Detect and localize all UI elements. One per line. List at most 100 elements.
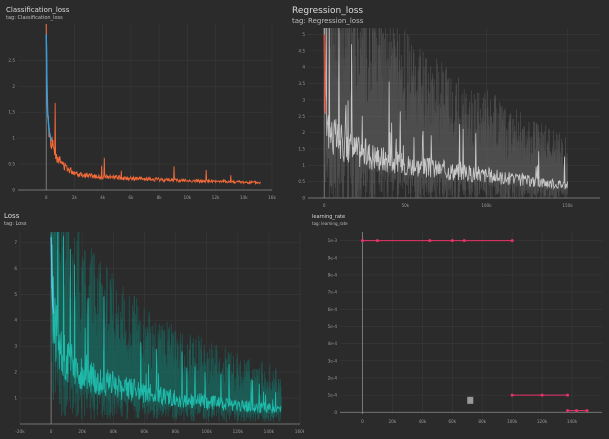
x-tick-label: 20k (389, 419, 397, 424)
data-point (450, 239, 454, 243)
x-tick-label: 100k (507, 419, 518, 424)
x-tick-label: 40k (418, 419, 426, 424)
y-tick-label: 2 (14, 370, 17, 375)
x-tick-label: 160k (295, 429, 304, 434)
x-tick-label: 100k (481, 203, 492, 208)
y-tick-label: 1 (302, 163, 305, 168)
series-raw-band (323, 27, 568, 199)
y-tick-label: 2 (302, 130, 305, 135)
y-tick-label: 1.5 (298, 146, 305, 151)
y-tick-label: 3.5 (298, 81, 305, 86)
data-point (428, 239, 432, 243)
y-tick-label: 1e-4 (328, 393, 338, 398)
chart-svg: -20k 0 20k 40k 60k 80k 100k 120k 140k 160k 1 2 3 4 5 6 7 (14, 231, 304, 434)
x-tick-label: 20k (78, 429, 86, 434)
chart-svg: 0 20k 40k 60k 80k 100k 120k 140k 0 1e-4 2e-4 3e-4 4e… (328, 232, 602, 424)
chart-panel-classification-loss: Classification_loss tag: Classification_… (6, 6, 276, 216)
x-tick-label: -20k (15, 429, 25, 434)
series-raw-band (50, 231, 282, 423)
x-tick-label: 0 (323, 203, 326, 208)
x-tick-label: 16k (268, 195, 276, 200)
x-tick-label: 100k (201, 429, 212, 434)
y-tick-label: 6e-4 (328, 307, 338, 312)
data-point (360, 239, 364, 243)
x-tick-label: 140k (264, 429, 275, 434)
chart-svg: 0 50k 100k 150k 0 0.5 1 1.5 2 2.5 3 3.5 4 4.5 5 (298, 27, 600, 208)
data-point (575, 409, 579, 413)
chart-title: learning_rate (312, 214, 346, 220)
data-point (566, 409, 570, 413)
y-tick-label: 0.5 (298, 179, 305, 184)
x-tick-label: 40k (109, 429, 117, 434)
y-tick-label: 3 (14, 344, 17, 349)
data-point (510, 239, 514, 243)
y-tick-label: 7e-4 (328, 290, 338, 295)
x-tick-label: 0 (361, 419, 364, 424)
data-point (585, 409, 589, 413)
y-tick-label: 4.5 (298, 48, 305, 53)
x-tick-label: 4k (100, 195, 106, 200)
series-line (50, 231, 282, 414)
y-tick-label: 2 (12, 84, 15, 89)
y-tick-label: 3e-4 (328, 358, 338, 363)
y-tick-label: 0 (12, 188, 15, 193)
x-tick-label: 0 (50, 429, 53, 434)
chart-panel-loss: Loss tag: Loss -20k 0 20k 40k 60k 80k 100k 120k… (4, 212, 304, 436)
chart-svg: 0 2k 4k 6k 8k 10k 12k 14k 16k 0 0.5 1 1.5 2 2.5 (8, 23, 276, 200)
y-tick-label: 6 (14, 266, 17, 271)
series-line (45, 23, 261, 186)
chart-subtitle: tag: Loss (4, 221, 27, 227)
chart-panel-regression-loss: Regression_loss tag: Regression_loss 0 50… (292, 6, 604, 214)
x-tick-label: 50k (401, 203, 409, 208)
y-tick-label: 5 (14, 292, 17, 297)
y-tick-label: 1.5 (8, 110, 15, 115)
y-tick-label: 5e-4 (328, 324, 338, 329)
y-tick-label: 0.5 (8, 162, 15, 167)
chart-panel-learning-rate: learning_rate tag: learning_rate 0 20k 40k… (312, 214, 606, 436)
data-point (462, 239, 466, 243)
x-tick-label: 150k (562, 203, 573, 208)
y-tick-label: 1 (12, 136, 15, 141)
y-tick-label: 9e-4 (328, 255, 338, 260)
chart-subtitle: tag: Classification_loss (6, 15, 63, 21)
y-tick-label: 1e-3 (328, 238, 338, 243)
data-point (375, 239, 379, 243)
chart-title: Loss (4, 212, 20, 220)
y-tick-label: 7 (14, 240, 17, 245)
y-tick-label: 4e-4 (328, 341, 338, 346)
series-line-early (323, 34, 327, 114)
y-tick-label: 2.5 (8, 58, 15, 63)
x-tick-label: 120k (233, 429, 244, 434)
data-point (510, 393, 514, 397)
y-tick-label: 0 (302, 196, 305, 201)
series-line-early (45, 34, 52, 141)
data-point (540, 393, 544, 397)
x-tick-label: 120k (537, 419, 548, 424)
x-tick-label: 6k (128, 195, 134, 200)
chart-subtitle: tag: learning_rate (312, 221, 348, 226)
chart-title: Classification_loss (6, 6, 70, 14)
y-tick-label: 8e-4 (328, 272, 338, 277)
chart-subtitle: tag: Regression_loss (292, 17, 364, 25)
y-tick-label: 2e-4 (328, 375, 338, 380)
x-tick-label: 60k (141, 429, 149, 434)
series-line (323, 27, 568, 190)
y-tick-label: 4 (14, 318, 17, 323)
y-tick-label: 3 (302, 97, 305, 102)
x-tick-label: 10k (183, 195, 191, 200)
series-line-early (50, 237, 55, 314)
x-tick-label: 80k (172, 429, 180, 434)
x-tick-label: 140k (567, 419, 578, 424)
data-point (566, 393, 570, 397)
x-tick-label: 12k (212, 195, 220, 200)
y-tick-label: 1 (14, 396, 17, 401)
x-tick-label: 0 (45, 195, 48, 200)
y-tick-label: 2.5 (298, 114, 305, 119)
x-tick-label: 14k (240, 195, 248, 200)
y-tick-label: 5 (302, 32, 305, 37)
hover-marker (467, 396, 474, 404)
x-tick-label: 60k (448, 419, 456, 424)
y-tick-label: 0 (334, 410, 337, 415)
x-tick-label: 80k (478, 419, 486, 424)
y-tick-label: 4 (302, 65, 305, 70)
